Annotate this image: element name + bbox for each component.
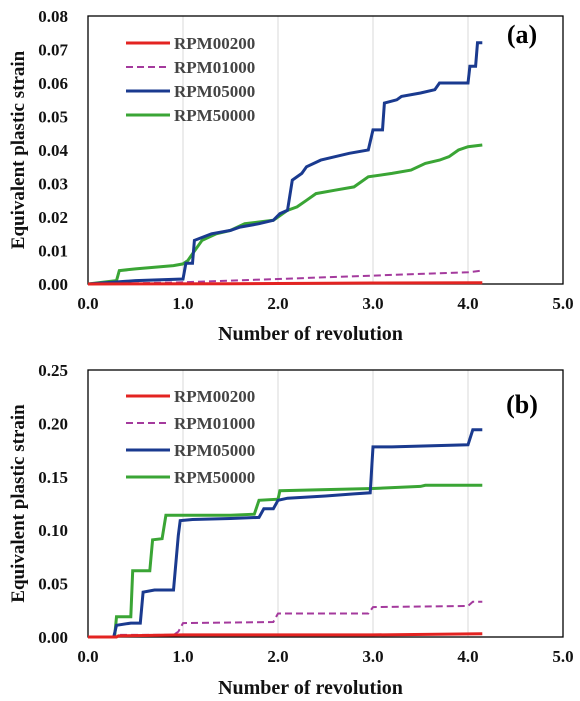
- x-tick-label: 0.0: [77, 294, 98, 313]
- x-tick-label: 5.0: [552, 294, 573, 313]
- series-line-rpm50000: [87, 143, 483, 286]
- y-tick-label: 0.03: [38, 175, 68, 194]
- legend-label: RPM01000: [174, 414, 255, 433]
- series-line-rpm05000: [87, 41, 483, 286]
- plot-frame: [87, 369, 564, 638]
- x-tick-label: 4.0: [457, 647, 478, 666]
- panel-label: (a): [507, 20, 537, 49]
- y-tick-label: 0.15: [38, 468, 68, 487]
- y-tick-label: 0.07: [38, 41, 68, 60]
- legend-label: RPM01000: [174, 58, 255, 77]
- series-line-rpm00200: [87, 281, 483, 286]
- y-tick-label: 0.08: [38, 7, 68, 26]
- legend-label: RPM00200: [174, 387, 255, 406]
- y-tick-label: 0.20: [38, 414, 68, 433]
- y-tick-label: 0.02: [38, 208, 68, 227]
- y-tick-label: 0.00: [38, 628, 68, 647]
- legend-label: RPM50000: [174, 468, 255, 487]
- x-axis-label: Number of revolution: [218, 677, 403, 699]
- x-tick-label: 0.0: [77, 647, 98, 666]
- y-tick-label: 0.05: [38, 575, 68, 594]
- x-tick-label: 2.0: [267, 294, 288, 313]
- y-axis-label: Equivalent plastic strain: [8, 404, 29, 603]
- y-tick-label: 0.10: [38, 521, 68, 540]
- y-tick-label: 0.00: [38, 275, 68, 294]
- chart-panel-b: 0.0 1.0 2.0 3.0 4.0 5.0 0.00 0.05 0.10 0.15 0.20 0.…: [8, 361, 574, 699]
- legend-label: RPM05000: [174, 441, 255, 460]
- legend-label: RPM50000: [174, 106, 255, 125]
- x-tick-label: 2.0: [267, 647, 288, 666]
- y-tick-label: 0.01: [38, 242, 68, 261]
- series-line-rpm01000: [88, 600, 483, 638]
- series-line-rpm05000: [88, 428, 483, 639]
- y-tick-label: 0.05: [38, 108, 68, 127]
- x-tick-label: 3.0: [362, 647, 383, 666]
- x-tick-label: 1.0: [172, 647, 193, 666]
- x-axis-label: Number of revolution: [218, 323, 403, 345]
- x-tick-label: 4.0: [457, 294, 478, 313]
- plot-frame: [87, 15, 564, 285]
- series-line-rpm50000: [88, 483, 483, 639]
- x-tick-label: 1.0: [172, 294, 193, 313]
- y-axis-label: Equivalent plastic strain: [8, 50, 29, 249]
- panel-label: (b): [506, 390, 538, 419]
- legend-label: RPM00200: [174, 34, 255, 53]
- chart-panel-a: 0.0 1.0 2.0 3.0 4.0 5.0 0.00 0.01 0.02 0.03 0.04 0.…: [8, 7, 574, 345]
- y-tick-label: 0.25: [38, 361, 68, 380]
- y-tick-label: 0.04: [38, 141, 68, 160]
- series-line-rpm00200: [88, 632, 483, 639]
- x-tick-label: 5.0: [552, 647, 573, 666]
- y-tick-label: 0.06: [38, 74, 68, 93]
- x-tick-label: 3.0: [362, 294, 383, 313]
- legend-label: RPM05000: [174, 82, 255, 101]
